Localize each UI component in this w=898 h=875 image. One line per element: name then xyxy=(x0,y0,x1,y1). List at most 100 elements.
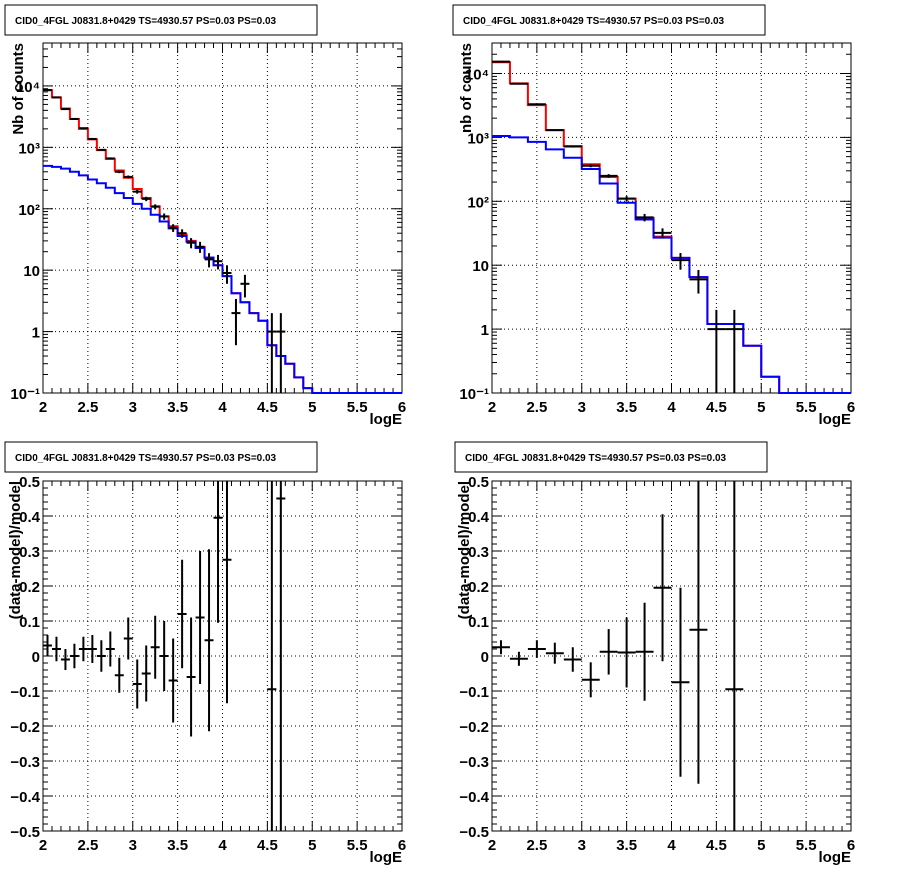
y-tick-label: 10³ xyxy=(467,130,489,147)
title-box xyxy=(452,4,766,36)
chart-title: CID0_4FGL J0831.8+0429 TS=4930.57 PS=0.0… xyxy=(15,453,277,464)
residual-point xyxy=(87,635,97,663)
x-tick-label: 5 xyxy=(757,399,765,416)
x-tick-label: 3.5 xyxy=(616,837,637,854)
chart-title: CID0_4FGL J0831.8+0429 TS=4930.57 PS=0.0… xyxy=(465,453,727,464)
x-tick-label: 6 xyxy=(398,399,406,416)
y-tick-label: −0.2 xyxy=(459,719,489,736)
residual-point xyxy=(123,617,133,660)
y-tick-label: 10³ xyxy=(18,140,40,157)
residual-point xyxy=(545,642,564,664)
y-tick-label: −0.1 xyxy=(459,684,489,701)
y-tick-label: 0.5 xyxy=(19,474,40,491)
x-tick-label: 2 xyxy=(488,399,496,416)
residual-point xyxy=(635,602,654,701)
data-point xyxy=(78,127,88,130)
y-tick-label: 0.1 xyxy=(468,614,489,631)
data-point xyxy=(69,117,79,120)
x-tick-label: 3 xyxy=(129,399,137,416)
y-tick-label: 0.2 xyxy=(19,579,40,596)
x-ticks: 2 2.5 3 3.5 4 4.5 5 5.5 6 xyxy=(39,837,406,854)
x-tick-label: 3.5 xyxy=(616,399,637,416)
x-tick-label: 2 xyxy=(39,837,47,854)
data-point xyxy=(105,157,115,160)
x-tick-label: 5.5 xyxy=(796,837,817,854)
panel-residuals-coarse: CID0_4FGL J0831.8+0429 TS=4930.57 PS=0.0… xyxy=(454,441,855,866)
residual-point xyxy=(141,645,151,702)
series-layer xyxy=(492,60,851,394)
data-point xyxy=(276,313,286,393)
residual-point xyxy=(617,617,636,688)
x-tick-label: 5.5 xyxy=(347,837,368,854)
data-point xyxy=(545,129,564,132)
x-ticks: 2 2.5 3 3.5 4 4.5 5 5.5 6 xyxy=(488,399,855,416)
component-model-histogram xyxy=(492,135,851,394)
residual-point xyxy=(527,640,546,658)
x-tick-label: 4.5 xyxy=(706,837,727,854)
residual-point xyxy=(267,481,277,831)
y-tick-label: 1 xyxy=(481,322,489,339)
x-tick-label: 4.5 xyxy=(706,399,727,416)
data-point xyxy=(617,196,636,202)
x-ticks: 2 2.5 3 3.5 4 4.5 5 5.5 6 xyxy=(488,837,855,854)
data-point xyxy=(159,213,169,220)
data-point xyxy=(141,196,151,202)
residual-point xyxy=(599,629,618,675)
y-tick-label: 10² xyxy=(467,194,489,211)
y-tick-label: 10 xyxy=(472,258,489,275)
panel-counts-coarse: CID0_4FGL J0831.8+0429 TS=4930.57 PS=0.0… xyxy=(452,4,855,428)
residual-point xyxy=(581,662,600,698)
residual-point xyxy=(159,621,169,691)
x-ticks: 2 2.5 3 3.5 4 4.5 5 5.5 6 xyxy=(39,399,406,416)
data-point xyxy=(527,103,546,106)
data-point xyxy=(267,313,277,393)
residual-point xyxy=(177,559,187,669)
residual-point xyxy=(69,643,79,669)
residual-point xyxy=(150,615,160,679)
data-point xyxy=(222,265,232,284)
x-tick-label: 2.5 xyxy=(526,399,547,416)
residual-point xyxy=(43,635,52,656)
title-box xyxy=(4,4,318,36)
data-point xyxy=(43,88,52,91)
y-tick-label: −0.3 xyxy=(459,754,489,771)
x-tick-label: 5 xyxy=(308,837,316,854)
x-tick-label: 5.5 xyxy=(796,399,817,416)
data-point xyxy=(635,213,654,222)
x-tick-label: 6 xyxy=(847,837,855,854)
data-point xyxy=(51,96,61,99)
residual-point xyxy=(78,636,88,662)
data-point xyxy=(168,224,178,232)
data-point xyxy=(60,108,70,111)
x-tick-label: 2.5 xyxy=(526,837,547,854)
y-tick-label: −0.5 xyxy=(459,824,489,841)
y-tick-label: 0.2 xyxy=(468,579,489,596)
residual-point xyxy=(563,647,582,672)
residual-point xyxy=(222,481,232,704)
y-tick-label: 0 xyxy=(32,649,40,666)
data-point xyxy=(689,270,708,294)
x-tick-label: 4.5 xyxy=(257,837,278,854)
title-box xyxy=(454,441,768,473)
series-layer xyxy=(43,88,402,394)
x-tick-label: 3.5 xyxy=(167,399,188,416)
data-point xyxy=(240,274,250,298)
y-tick-label: 10 xyxy=(23,263,40,280)
data-point xyxy=(114,170,124,174)
x-tick-label: 3 xyxy=(129,837,137,854)
x-tick-label: 4 xyxy=(218,837,227,854)
data-point xyxy=(653,228,672,239)
y-tick-label: 10⁻¹ xyxy=(459,386,489,403)
data-point xyxy=(509,82,528,85)
x-tick-label: 4 xyxy=(218,399,227,416)
grid xyxy=(491,42,852,394)
y-ticks: 10⁻¹ 1 10 10² 10³ 10⁴ xyxy=(459,66,489,403)
x-tick-label: 3 xyxy=(578,399,586,416)
x-tick-label: 5 xyxy=(308,399,316,416)
x-tick-label: 4 xyxy=(667,837,676,854)
residual-point xyxy=(114,657,124,693)
data-point xyxy=(213,254,223,270)
x-tick-label: 6 xyxy=(847,399,855,416)
x-tick-label: 2 xyxy=(39,399,47,416)
